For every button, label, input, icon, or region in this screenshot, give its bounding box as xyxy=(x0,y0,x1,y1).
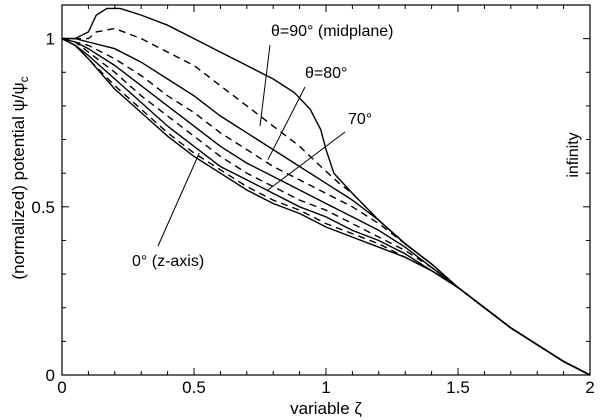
series-line-1 xyxy=(62,27,591,376)
annotation-leaders xyxy=(157,44,346,247)
y-axis-title: (normalized) potential ψ/ψc xyxy=(9,76,31,279)
annotation-theta-90: θ=90° (midplane) xyxy=(271,23,393,40)
series-line-3 xyxy=(61,37,591,376)
plot-frame xyxy=(61,4,591,376)
curves xyxy=(61,7,591,376)
leader-theta-70 xyxy=(267,131,346,191)
x-tick-label: 1 xyxy=(321,378,330,397)
series-line-0 xyxy=(62,7,591,376)
annotation-theta-70: 70° xyxy=(348,111,372,128)
series-line-8 xyxy=(61,37,591,376)
x-tick-label: 0 xyxy=(57,378,66,397)
x-axis-title: variable ζ xyxy=(290,399,362,418)
series-line-6 xyxy=(61,37,591,376)
x-tick-label: 1.5 xyxy=(446,378,470,397)
x-tick-label: 0.5 xyxy=(182,378,206,397)
series-line-5 xyxy=(61,37,591,376)
leader-theta-80 xyxy=(267,86,306,160)
axis-ticks: 0 0.5 1 1.5 2 0 0.5 1 xyxy=(31,4,595,397)
annotation-theta-0: 0° (z-axis) xyxy=(132,253,204,270)
series-line-2 xyxy=(62,37,591,376)
leader-theta-0 xyxy=(157,152,200,247)
series-line-7 xyxy=(61,37,591,376)
leader-theta-90 xyxy=(259,44,271,127)
series-line-4 xyxy=(61,37,591,376)
x-tick-label: 2 xyxy=(585,378,594,397)
y-axis-title-subscript: c xyxy=(17,76,31,82)
annotation-theta-80: θ=80° xyxy=(305,65,347,82)
y-tick-label: 0.5 xyxy=(31,198,55,217)
y-tick-label: 0 xyxy=(46,366,55,385)
annotation-infinity: infinity xyxy=(565,132,582,177)
y-tick-label: 1 xyxy=(46,30,55,49)
